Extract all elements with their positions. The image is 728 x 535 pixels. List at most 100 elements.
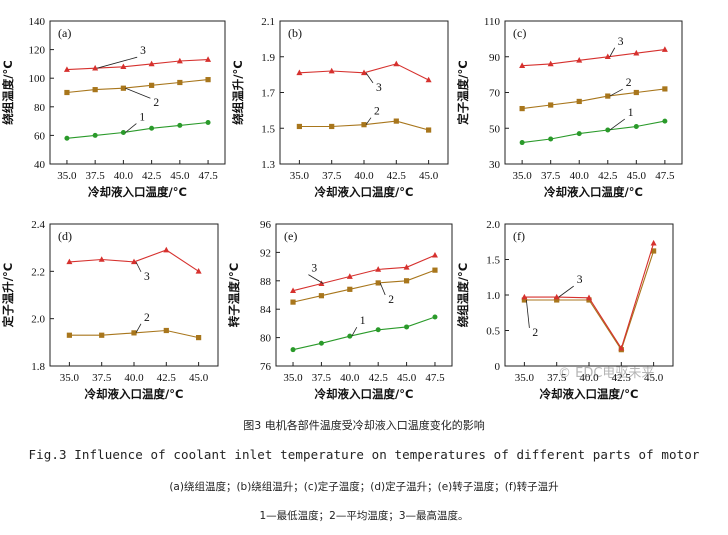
data-point [176, 57, 183, 64]
x-tick-label: 42.5 [598, 170, 618, 182]
series-label: 3 [144, 271, 150, 283]
data-point [662, 86, 668, 92]
data-point [586, 294, 592, 301]
x-tick-label: 35.0 [513, 170, 533, 182]
y-tick-label: 90 [489, 52, 501, 64]
x-tick-label: 45.0 [644, 372, 664, 384]
y-tick-label: 2.0 [31, 314, 45, 326]
data-point [66, 258, 73, 265]
chart-panel-6: (f) 35.0 37.5 40.0 42.5 45.0 0 0.5 1.0 1.5 2.0 冷却液入… [456, 219, 674, 401]
x-tick-label: 40.0 [114, 170, 134, 182]
data-point [205, 56, 212, 62]
y-tick-label: 2.2 [31, 266, 45, 278]
data-point [177, 122, 183, 128]
data-point [347, 333, 353, 339]
y-tick-label: 50 [489, 123, 501, 135]
y-tick-label: 0 [495, 361, 501, 373]
y-tick-label: 60 [34, 130, 46, 142]
caption-subplots: (a)绕组温度；(b)绕组温升；(c)定子温度；(d)定子温升；(e)转子温度；… [169, 481, 559, 493]
x-tick-label: 35.0 [283, 372, 303, 384]
data-point [131, 330, 137, 336]
y-axis-title: 绕组温度/°C [1, 60, 15, 124]
data-point [633, 123, 639, 129]
data-point [651, 248, 657, 254]
series-label: 2 [144, 312, 150, 324]
data-point [290, 287, 297, 294]
series-label: 2 [532, 327, 538, 339]
data-point [361, 122, 367, 128]
data-point [163, 327, 169, 334]
x-tick-label: 37.5 [547, 372, 567, 384]
series-leader-line [525, 299, 530, 329]
series-line-2 [292, 269, 436, 303]
y-tick-label: 88 [260, 276, 272, 288]
series-leader-line [609, 118, 626, 131]
series-leader-line [609, 88, 623, 97]
panel-label: (a) [58, 26, 71, 40]
x-axis-title: 冷却液入口温度/°C [315, 387, 414, 401]
series-leader-line [135, 261, 142, 273]
plot-frame [279, 20, 449, 165]
data-point [318, 293, 325, 299]
x-tick-label: 45.0 [170, 170, 190, 182]
y-tick-label: 100 [29, 73, 46, 85]
data-point [633, 49, 640, 56]
y-tick-label: 1.5 [486, 255, 500, 267]
data-point [205, 77, 211, 83]
data-point [120, 63, 127, 70]
data-point [63, 66, 70, 72]
data-point [347, 286, 353, 292]
y-tick-label: 80 [34, 102, 46, 114]
series-leader-line [125, 87, 151, 99]
data-point [329, 123, 335, 130]
y-tick-label: 0.5 [486, 326, 500, 338]
data-point [92, 87, 98, 93]
data-point [604, 53, 611, 60]
data-point [662, 118, 668, 124]
series-label: 3 [376, 82, 382, 94]
y-tick-label: 120 [29, 45, 46, 57]
data-point [66, 332, 72, 338]
data-point [120, 85, 126, 91]
series-leader-line [125, 123, 137, 133]
x-tick-label: 45.0 [419, 170, 439, 182]
y-tick-label: 80 [260, 333, 272, 345]
y-tick-label: 40 [34, 159, 46, 171]
x-tick-label: 47.5 [425, 372, 445, 384]
series-label: 2 [374, 106, 380, 118]
data-point [426, 127, 432, 133]
y-tick-label: 1.3 [261, 159, 275, 171]
series-leader-line [609, 47, 616, 57]
x-tick-label: 42.5 [612, 372, 632, 384]
y-axis-title: 转子温度/°C [227, 263, 241, 327]
data-point [618, 344, 625, 351]
data-point [576, 131, 582, 137]
data-point [554, 297, 560, 303]
y-axis-title: 绕组温升/°C [231, 60, 245, 124]
data-point [92, 132, 98, 138]
data-point [131, 258, 137, 265]
watermark: © EDC电驱未来 [558, 366, 655, 381]
data-point [576, 98, 582, 105]
data-point [661, 46, 668, 52]
data-point [576, 57, 583, 63]
data-point [64, 135, 70, 141]
data-point [205, 120, 211, 126]
plot-frame [504, 20, 683, 165]
series-label: 1 [360, 315, 366, 327]
x-tick-label: 45.0 [397, 372, 417, 384]
y-tick-label: 76 [260, 361, 272, 373]
panel-label: (d) [58, 229, 72, 243]
y-tick-label: 30 [489, 159, 501, 171]
data-point [290, 299, 296, 305]
x-tick-label: 37.5 [322, 170, 342, 182]
series-leader-line [351, 326, 358, 337]
y-axis-title: 定子温度/°C [456, 60, 470, 124]
x-tick-label: 35.0 [57, 170, 77, 182]
x-tick-label: 35.0 [290, 170, 310, 182]
series-label: 2 [388, 294, 394, 306]
y-tick-label: 84 [260, 304, 272, 316]
panel-label: (e) [284, 229, 297, 243]
data-point [519, 62, 526, 68]
plot-frame [49, 223, 219, 367]
